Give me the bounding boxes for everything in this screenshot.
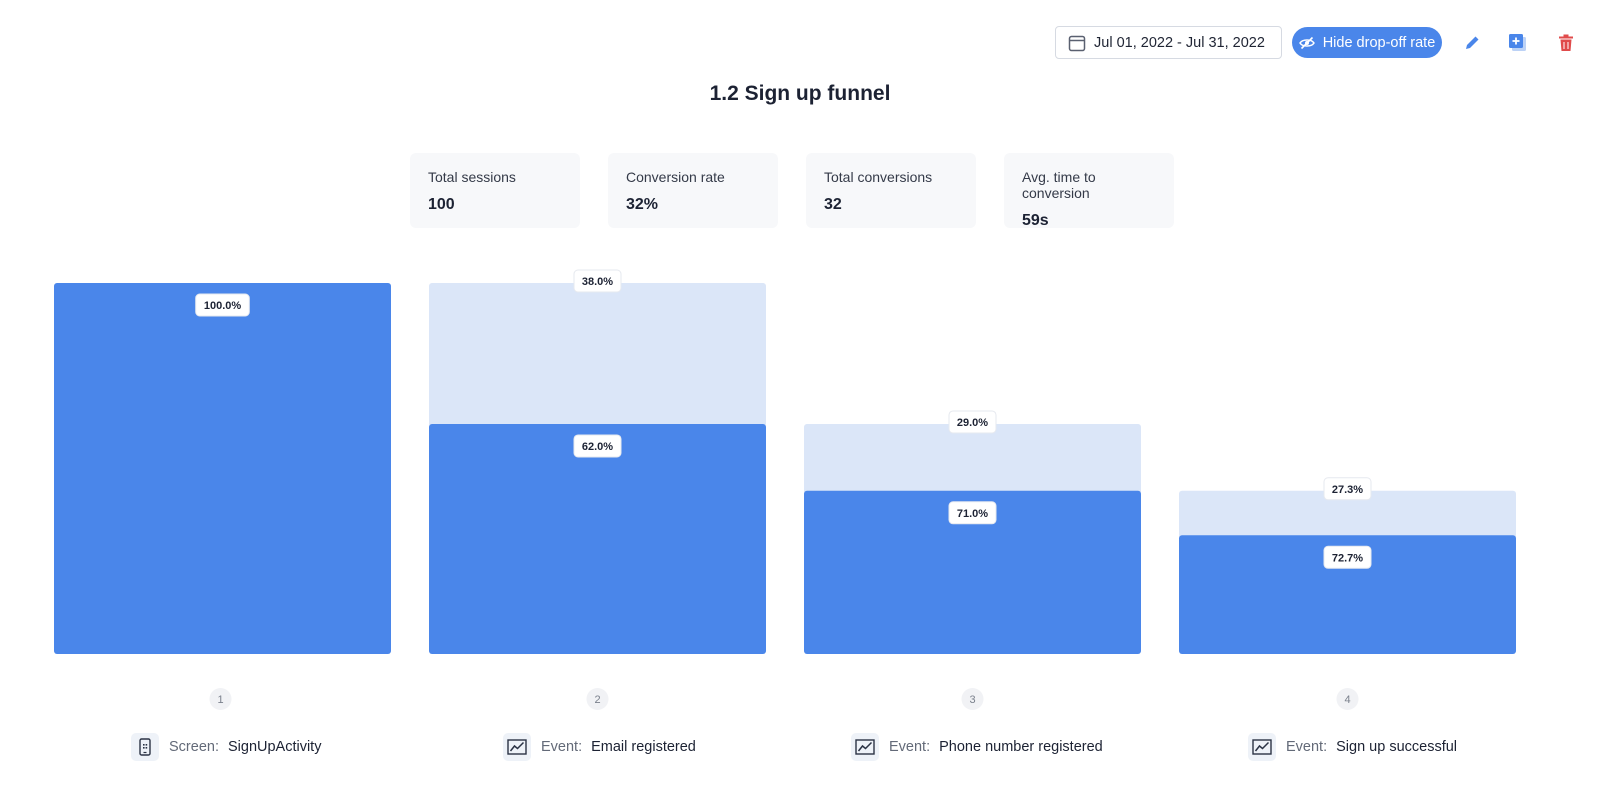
stats-row: Total sessions 100 Conversion rate 32% T… <box>410 153 1202 229</box>
line-chart-icon <box>1248 733 1276 761</box>
funnel-chart: 100.0% 1 38.0% 62.0% 2 29.0% 71.0% 3 27.3% 72.7% 4 <box>54 269 1516 710</box>
conversion-label-1: 100.0% <box>195 293 250 317</box>
stat-label: Total sessions <box>428 169 516 185</box>
step-name: SignUpActivity <box>227 739 322 755</box>
toolbar: Jul 01, 2022 - Jul 31, 2022 Hide drop-of… <box>1055 26 1578 59</box>
stat-label: Avg. time to conversion <box>1022 169 1096 201</box>
step-kind: Event: <box>1286 739 1328 755</box>
svg-text:62.0%: 62.0% <box>582 441 613 453</box>
step-name: Sign up successful <box>1336 739 1458 755</box>
stat-value: 32% <box>626 196 659 213</box>
svg-text:3: 3 <box>969 694 975 706</box>
conversion-bar-2 <box>429 423 766 654</box>
hide-dropoff-label: Hide drop-off rate <box>1322 34 1436 51</box>
stat-value: 100 <box>428 196 455 213</box>
conversion-label-2: 62.0% <box>573 434 622 458</box>
trash-icon[interactable] <box>1554 31 1578 55</box>
step-number-4: 4 <box>1336 688 1359 710</box>
dropoff-bar-2 <box>429 283 766 427</box>
dropoff-bar-3 <box>804 423 1141 494</box>
dropoff-label-2: 38.0% <box>573 269 622 293</box>
step-number-2: 2 <box>586 688 609 710</box>
calendar-icon <box>1068 34 1086 52</box>
svg-text:4: 4 <box>1344 694 1350 706</box>
stat-value: 59s <box>1022 212 1049 229</box>
step-caption-4: Event: Sign up successful <box>1248 733 1457 761</box>
step-number-1: 1 <box>209 688 232 710</box>
line-chart-icon <box>503 733 531 761</box>
step-caption-1: Screen: SignUpActivity <box>131 733 321 761</box>
dropoff-bar-4 <box>1179 490 1516 539</box>
svg-text:1: 1 <box>217 694 223 706</box>
svg-text:27.3%: 27.3% <box>1332 484 1363 496</box>
stat-card-conversion-rate: Conversion rate 32% <box>608 153 778 228</box>
conversion-label-3: 71.0% <box>948 501 997 525</box>
phone-icon <box>131 733 159 761</box>
stat-card-total-sessions: Total sessions 100 <box>410 153 580 228</box>
conversion-label-4: 72.7% <box>1323 545 1372 569</box>
dropoff-label-4: 27.3% <box>1323 477 1372 501</box>
line-chart-icon <box>851 733 879 761</box>
step-kind: Event: <box>541 739 583 755</box>
date-range-text: Jul 01, 2022 - Jul 31, 2022 <box>1094 34 1265 51</box>
step-kind: Screen: <box>169 739 219 755</box>
page-title: 1.2 Sign up funnel <box>709 82 891 105</box>
svg-text:29.0%: 29.0% <box>957 417 988 429</box>
svg-text:100.0%: 100.0% <box>204 300 242 312</box>
step-number-3: 3 <box>961 688 984 710</box>
date-range-picker[interactable]: Jul 01, 2022 - Jul 31, 2022 <box>1055 26 1282 59</box>
stat-label: Conversion rate <box>626 169 725 185</box>
conversion-bar-3 <box>804 490 1141 654</box>
step-kind: Event: <box>889 739 931 755</box>
stat-label: Total conversions <box>824 169 933 185</box>
svg-text:71.0%: 71.0% <box>957 508 988 520</box>
step-caption-2: Event: Email registered <box>503 733 696 761</box>
stat-value: 32 <box>824 196 842 213</box>
conversion-bar-4 <box>1179 535 1516 654</box>
conversion-bar-1 <box>54 283 391 654</box>
pencil-icon[interactable] <box>1460 31 1484 55</box>
hide-dropoff-button[interactable]: Hide drop-off rate <box>1292 27 1442 58</box>
step-caption-3: Event: Phone number registered <box>851 733 1103 761</box>
dropoff-label-3: 29.0% <box>948 410 997 434</box>
eye-off-icon <box>1298 36 1315 50</box>
add-copy-icon[interactable] <box>1506 31 1530 55</box>
svg-text:38.0%: 38.0% <box>582 276 613 288</box>
stat-card-avg-time: Avg. time to conversion 59s <box>1004 153 1174 229</box>
stat-card-total-conversions: Total conversions 32 <box>806 153 976 228</box>
svg-text:2: 2 <box>594 694 600 706</box>
step-name: Email registered <box>591 739 696 755</box>
step-name: Phone number registered <box>939 739 1103 755</box>
svg-text:72.7%: 72.7% <box>1332 552 1363 564</box>
